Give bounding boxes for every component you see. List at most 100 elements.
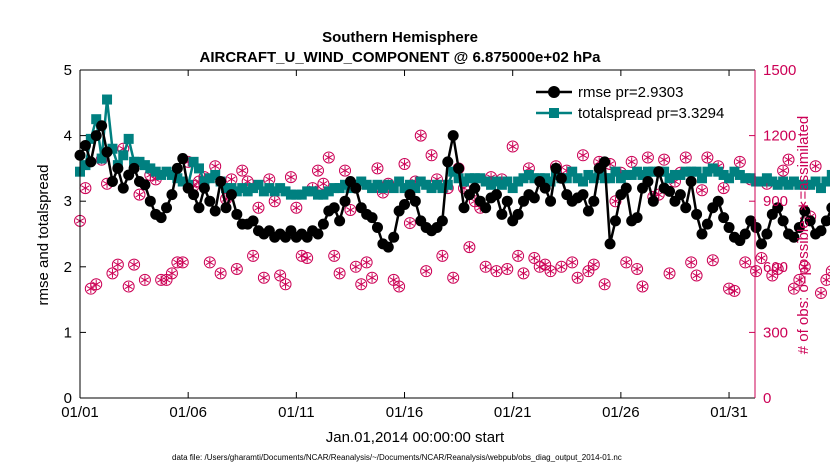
obs-point bbox=[739, 256, 752, 269]
totalspread-point bbox=[507, 183, 518, 194]
obs-assimilated-marker bbox=[367, 275, 377, 281]
obs-possible-marker bbox=[825, 265, 830, 277]
obs-possible-marker bbox=[106, 267, 119, 280]
obs-point bbox=[398, 158, 411, 171]
obs-assimilated-marker bbox=[741, 259, 750, 266]
rmse-point bbox=[804, 215, 816, 227]
obs-possible-marker bbox=[636, 280, 649, 293]
obs-assimilated-marker bbox=[438, 253, 447, 259]
obs-assimilated-marker bbox=[719, 185, 728, 191]
obs-possible-marker bbox=[328, 249, 341, 262]
totalspread-point bbox=[621, 169, 632, 180]
totalspread-point bbox=[675, 169, 686, 180]
totalspread-point bbox=[334, 183, 345, 194]
rmse-point bbox=[550, 162, 562, 174]
obs-assimilated-marker bbox=[265, 176, 274, 183]
obs-possible-marker bbox=[301, 252, 314, 265]
obs-possible-marker bbox=[771, 262, 784, 275]
totalspread-point bbox=[740, 173, 751, 184]
obs-assimilated-marker bbox=[708, 257, 717, 263]
rmse-point bbox=[198, 182, 210, 194]
obs-possible-marker bbox=[355, 278, 368, 291]
rmse-point bbox=[528, 192, 540, 204]
obs-point bbox=[90, 278, 103, 291]
obs-point bbox=[571, 271, 584, 284]
obs-assimilated-marker bbox=[503, 266, 512, 272]
obs-assimilated-marker bbox=[416, 132, 425, 139]
totalspread-point bbox=[383, 179, 394, 190]
obs-point bbox=[631, 262, 644, 275]
obs-point bbox=[279, 278, 292, 291]
totalspread-point bbox=[329, 183, 340, 194]
obs-assimilated-marker bbox=[735, 159, 745, 165]
obs-point bbox=[787, 282, 800, 295]
rmse-point bbox=[820, 215, 830, 227]
obs-point bbox=[274, 269, 287, 282]
totalspread-point bbox=[529, 173, 540, 184]
totalspread-point bbox=[177, 176, 188, 187]
obs-possible-marker bbox=[90, 278, 103, 291]
obs-point bbox=[344, 203, 357, 216]
rmse-point bbox=[755, 238, 767, 250]
obs-possible-marker bbox=[609, 195, 622, 208]
totalspread-point bbox=[767, 176, 778, 187]
obs-possible-marker bbox=[679, 151, 692, 164]
obs-possible-marker bbox=[755, 252, 768, 265]
obs-possible-marker bbox=[290, 201, 303, 214]
totalspread-point bbox=[312, 189, 323, 200]
totalspread-point bbox=[275, 183, 286, 194]
obs-assimilated-marker bbox=[816, 290, 826, 296]
rmse-point bbox=[490, 189, 502, 201]
obs-point bbox=[317, 177, 330, 190]
totalspread-point bbox=[188, 156, 199, 167]
totalspread-point bbox=[469, 173, 480, 184]
obs-point bbox=[517, 267, 530, 280]
totalspread-point bbox=[323, 186, 334, 197]
obs-assimilated-marker bbox=[530, 255, 539, 261]
totalspread-point bbox=[778, 176, 789, 187]
rmse-point bbox=[772, 202, 784, 214]
rmse-point bbox=[453, 162, 465, 174]
obs-assimilated-marker bbox=[394, 283, 404, 290]
totalspread-point bbox=[691, 166, 702, 177]
obs-possible-marker bbox=[544, 265, 557, 278]
obs-assimilated-marker bbox=[519, 270, 528, 277]
obs-possible-marker bbox=[555, 260, 568, 273]
totalspread-point bbox=[442, 179, 453, 190]
y-tick-label-left: 1 bbox=[64, 324, 72, 341]
obs-assimilated-marker bbox=[692, 272, 701, 279]
rmse-point bbox=[204, 195, 216, 207]
obs-point bbox=[544, 265, 557, 278]
obs-possible-marker bbox=[414, 129, 427, 142]
obs-point bbox=[728, 284, 741, 297]
rmse-point bbox=[312, 228, 324, 240]
obs-possible-marker bbox=[317, 177, 330, 190]
totalspread-point bbox=[156, 169, 167, 180]
rmse-point bbox=[815, 225, 827, 237]
totalspread-point bbox=[437, 183, 448, 194]
obs-point bbox=[798, 260, 811, 273]
rmse-point bbox=[674, 189, 686, 201]
obs-point bbox=[122, 280, 135, 293]
obs-assimilated-marker bbox=[513, 253, 523, 259]
totalspread-point bbox=[702, 166, 713, 177]
obs-assimilated-marker bbox=[784, 156, 793, 163]
obs-assimilated-marker bbox=[687, 259, 696, 266]
obs-possible-marker bbox=[782, 153, 795, 166]
obs-assimilated-marker bbox=[330, 253, 339, 259]
totalspread-point bbox=[388, 183, 399, 194]
rmse-point bbox=[106, 176, 118, 188]
obs-possible-marker bbox=[658, 153, 671, 166]
totalspread-point bbox=[637, 169, 648, 180]
obs-possible-marker bbox=[447, 271, 460, 284]
obs-possible-marker bbox=[165, 267, 178, 280]
obs-possible-marker bbox=[814, 287, 827, 300]
obs-assimilated-marker bbox=[778, 167, 788, 174]
rmse-point bbox=[799, 205, 811, 217]
obs-assimilated-marker bbox=[627, 159, 636, 165]
rmse-point bbox=[166, 189, 178, 201]
rmse-point bbox=[539, 182, 551, 194]
totalspread-point bbox=[664, 173, 675, 184]
obs-possible-marker bbox=[750, 265, 763, 278]
obs-assimilated-marker bbox=[465, 244, 474, 250]
